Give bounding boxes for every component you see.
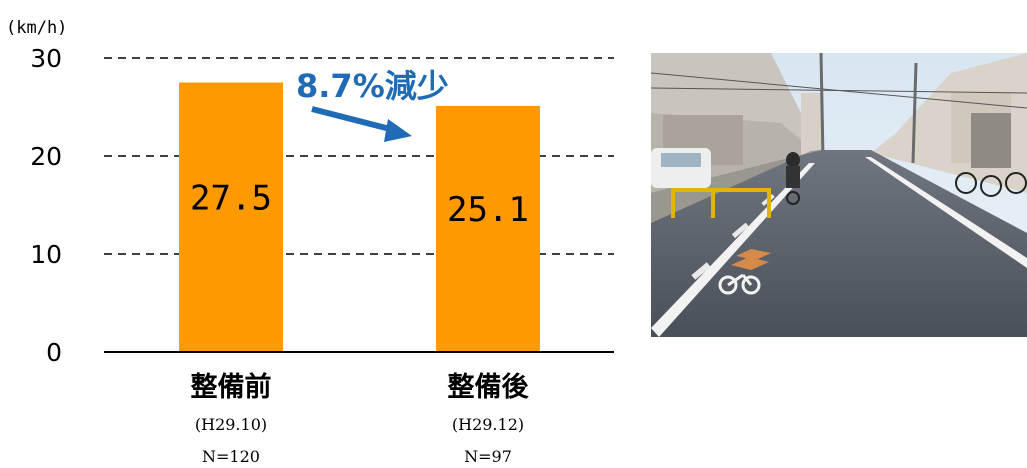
x-period-label: (H29.10)	[195, 415, 267, 434]
y-tick-label: 30	[30, 44, 62, 73]
decrease-annotation: 8.7%減少	[296, 67, 449, 142]
bar-chart: (km/h) 0 10 20 30 27.5 25.1 整備前 (H29.10) N=120…	[6, 18, 614, 466]
x-category-label: 整備前	[191, 371, 272, 403]
bar	[436, 106, 540, 353]
y-tick-label: 0	[46, 338, 62, 367]
x-period-label: (H29.12)	[452, 415, 524, 434]
x-axis-labels: 整備前 (H29.10) N=120 整備後 (H29.12) N=97	[191, 371, 530, 466]
y-axis-ticks: 0 10 20 30	[30, 44, 62, 367]
road-photo-bicycle-lane-icon	[651, 53, 1027, 337]
bar-value-label: 27.5	[190, 178, 272, 218]
x-category-label: 整備後	[448, 371, 530, 403]
x-sample-size-label: N=120	[202, 447, 260, 466]
decrease-annotation-text: 8.7%減少	[296, 67, 449, 105]
bar	[179, 82, 283, 352]
bars: 27.5 25.1	[179, 82, 540, 353]
x-sample-size-label: N=97	[464, 447, 512, 466]
arrow-icon	[311, 106, 412, 142]
y-axis-unit-label: (km/h)	[6, 18, 67, 38]
bar-value-label: 25.1	[447, 190, 529, 230]
y-tick-label: 10	[30, 240, 62, 269]
y-tick-label: 20	[30, 142, 62, 171]
street-photo	[651, 53, 1027, 337]
